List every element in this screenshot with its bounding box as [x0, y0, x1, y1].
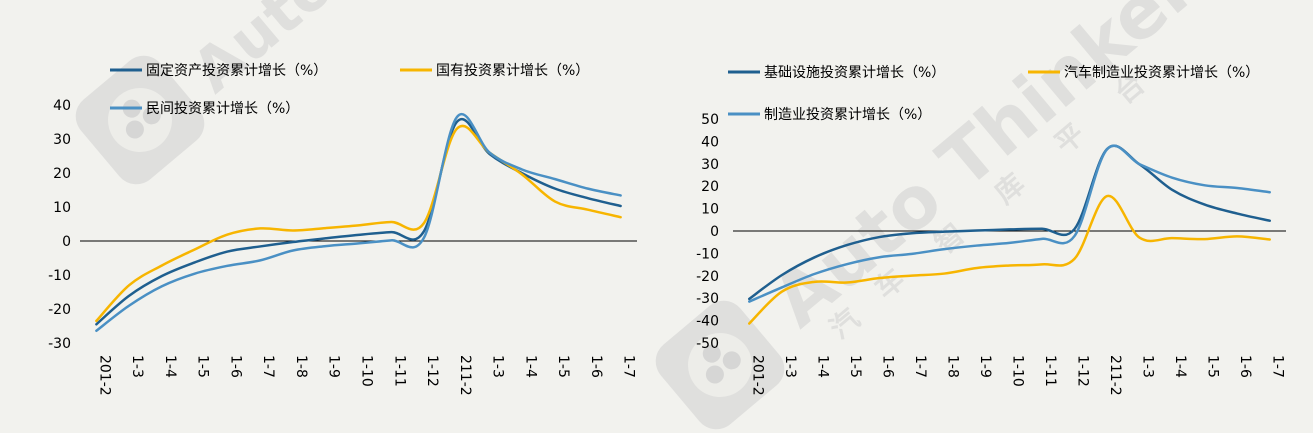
logo-ring-icon [108, 88, 172, 152]
logo-dot-icon [722, 351, 741, 370]
series-line-3 [95, 113, 622, 333]
x-tick-label: 1-12 [1075, 355, 1091, 387]
x-tick-label: 1-7 [1270, 355, 1286, 378]
y-tick-label: -50 [696, 336, 719, 352]
x-tick-label: 211-2 [1107, 355, 1123, 396]
y-tick-label: -20 [696, 269, 719, 285]
logo-dot-icon [125, 120, 144, 139]
x-tick-label: 1-7 [621, 355, 637, 378]
x-tick-label: 1-6 [1237, 355, 1253, 378]
x-tick-label: 1-5 [555, 355, 571, 378]
x-tick-label: 1-4 [814, 355, 830, 378]
legend-label: 固定资产投资累计增长（%） [146, 63, 327, 79]
legend-label: 民间投资累计增长（%） [146, 101, 299, 117]
x-tick-label: 1-3 [490, 355, 506, 378]
y-tick-label: 10 [53, 200, 71, 216]
legend-label: 汽车制造业投资累计增长（%） [1064, 64, 1259, 81]
x-tick-label: 1-3 [1140, 355, 1156, 378]
y-tick-label: -10 [48, 268, 71, 284]
x-tick-label: 1-4 [162, 355, 178, 378]
x-tick-label: 1-4 [1172, 355, 1188, 378]
y-tick-label: 10 [701, 202, 719, 218]
logo-dot-icon [705, 365, 724, 384]
y-tick-label: 40 [53, 98, 71, 114]
x-tick-label: 1-3 [782, 355, 798, 378]
y-tick-label: -40 [696, 314, 719, 330]
x-tick-label: 1-11 [1042, 355, 1058, 387]
legend-label: 国有投资累计增长（%） [436, 63, 589, 79]
x-tick-label: 1-8 [944, 355, 960, 378]
x-tick-label: 1-7 [912, 355, 928, 378]
chart-2: -50 -40 -30 -20 -10 0 10 20 30 40 50 201-2 1-3 1-4 1-5… [696, 64, 1286, 396]
series-line-2 [748, 194, 1271, 325]
x-tick-label: 1-8 [293, 355, 309, 378]
chart-1: -30 -20 -10 0 10 20 30 40 201-2 1-3 1-4 1-5 1-6 1-7 1-… [48, 63, 637, 396]
x-tick-label: 1-4 [522, 355, 538, 378]
y-tick-label: -20 [48, 302, 71, 318]
y-tick-label: -30 [696, 291, 719, 307]
series-line-1 [748, 144, 1271, 301]
x-tick-label: 1-6 [588, 355, 604, 378]
logo-dot-icon [702, 344, 721, 363]
series-line-3 [748, 144, 1271, 303]
y-tick-label: 30 [701, 157, 719, 173]
x-tick-label: 1-9 [326, 355, 342, 378]
y-tick-label: 20 [53, 166, 71, 182]
x-tick-label: 211-2 [457, 355, 473, 396]
watermark-brand: Auto [180, 0, 347, 106]
x-tick-label: 201-2 [749, 355, 765, 396]
watermark-logo-right [655, 300, 785, 430]
y-tick-label: 20 [701, 179, 719, 195]
x-tick-label: 1-5 [1205, 355, 1221, 378]
series-line-1 [95, 118, 622, 326]
x-tick-label: 1-6 [227, 355, 243, 378]
legend-label: 制造业投资累计增长（%） [764, 107, 931, 123]
x-tick-label: 1-10 [1010, 355, 1026, 387]
x-tick-label: 1-7 [260, 355, 276, 378]
watermark-logo-left [75, 55, 205, 185]
y-tick-label: 0 [710, 224, 719, 240]
y-tick-label: -10 [696, 246, 719, 262]
y-tick-label: 30 [53, 132, 71, 148]
x-tick-label: 1-11 [391, 355, 407, 387]
x-tick-label: 201-2 [96, 355, 112, 396]
x-tick-label: 1-12 [424, 355, 440, 387]
watermark-brand: Auto Thinker [757, 0, 1212, 343]
x-tick-label: 1-5 [847, 355, 863, 378]
x-tick-label: 1-9 [977, 355, 993, 378]
logo-ring-icon [688, 333, 752, 397]
y-tick-label: 0 [62, 234, 71, 250]
y-tick-label: 40 [701, 134, 719, 150]
x-tick-label: 1-3 [129, 355, 145, 378]
legend-label: 基础设施投资累计增长（%） [764, 64, 945, 81]
logo-dot-icon [142, 106, 161, 125]
y-tick-label: -30 [48, 336, 71, 352]
x-tick-label: 1-6 [879, 355, 895, 378]
x-tick-label: 1-5 [195, 355, 211, 378]
y-tick-label: 50 [701, 112, 719, 128]
x-tick-label: 1-10 [359, 355, 375, 387]
series-line-2 [95, 124, 622, 323]
